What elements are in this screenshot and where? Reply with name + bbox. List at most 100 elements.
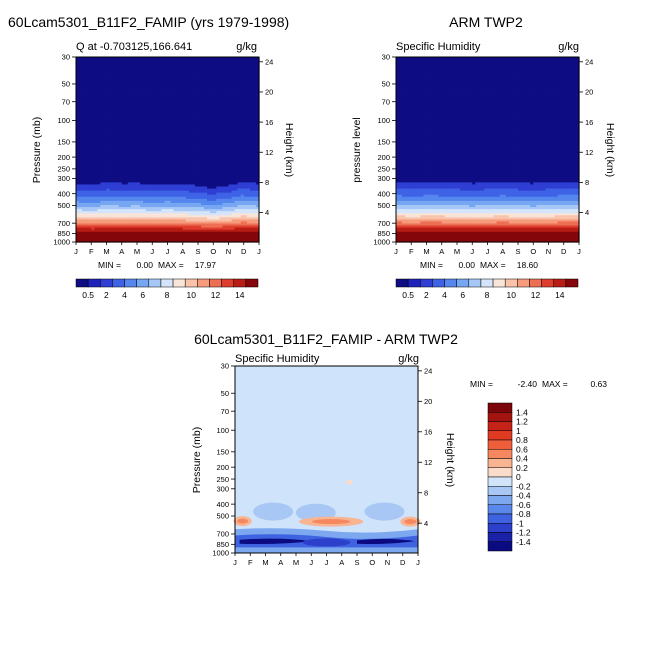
field-cell <box>188 159 193 163</box>
field-cell <box>234 161 239 165</box>
field-cell <box>149 170 153 173</box>
field-cell <box>109 168 114 171</box>
field-cell <box>140 174 144 177</box>
field-cell <box>213 106 217 109</box>
field-cell <box>85 71 89 75</box>
field-cell <box>118 213 123 216</box>
field-cell <box>191 98 196 101</box>
field-cell <box>124 178 129 181</box>
field-cell <box>213 237 217 241</box>
field-cell <box>106 186 111 190</box>
field-cell <box>143 174 147 177</box>
field-cell <box>149 120 153 124</box>
field-cell <box>121 161 126 165</box>
field-cell <box>140 116 144 120</box>
field-cell <box>240 81 245 85</box>
field-cell <box>106 131 111 134</box>
field-cell <box>109 178 114 181</box>
field-cell <box>231 223 236 227</box>
field-cell <box>76 145 80 149</box>
field-cell <box>88 200 92 204</box>
field-cell <box>225 239 230 243</box>
field-cell <box>191 205 196 208</box>
field-cell <box>179 163 184 167</box>
field-cell <box>82 223 86 227</box>
field-cell <box>79 239 83 243</box>
field-cell <box>167 75 172 79</box>
field-cell <box>91 213 95 216</box>
field-cell <box>76 217 80 220</box>
field-cell <box>204 198 208 202</box>
field-cell <box>76 91 80 95</box>
field-cell <box>234 207 239 210</box>
field-cell <box>91 120 95 124</box>
field-cell <box>213 96 217 99</box>
field-cell <box>164 231 169 235</box>
field-cell <box>167 168 172 171</box>
field-cell <box>188 225 193 229</box>
field-cell <box>240 157 245 161</box>
field-cell <box>82 235 86 239</box>
field-cell <box>112 200 117 204</box>
field-cell <box>164 159 169 163</box>
field-cell <box>216 219 220 223</box>
field-cell <box>103 239 108 243</box>
field-cell <box>106 231 111 235</box>
field-cell <box>182 141 187 144</box>
field-cell <box>109 190 114 194</box>
field-cell <box>179 63 184 66</box>
field-cell <box>88 104 92 107</box>
field-cell <box>94 233 98 237</box>
field-cell <box>158 122 162 126</box>
field-cell <box>140 217 144 220</box>
field-cell <box>173 106 178 109</box>
field-cell <box>228 81 233 85</box>
field-cell <box>85 161 89 165</box>
field-cell <box>100 59 105 62</box>
field-cell <box>158 227 162 231</box>
field-cell <box>222 75 227 79</box>
field-cell <box>152 143 156 146</box>
field-cell <box>109 205 114 208</box>
field-cell <box>118 237 123 241</box>
field-cell <box>109 196 114 200</box>
field-cell <box>231 89 236 93</box>
field-cell <box>216 186 220 190</box>
field-cell <box>176 198 181 202</box>
field-cell <box>210 73 214 77</box>
field-cell <box>130 202 135 206</box>
field-cell <box>188 75 193 79</box>
field-cell <box>76 211 80 214</box>
field-cell <box>198 106 202 109</box>
field-cell <box>240 145 245 149</box>
field-cell <box>228 161 233 165</box>
field-cell <box>179 122 184 126</box>
field-cell <box>182 235 187 239</box>
field-cell <box>185 205 190 208</box>
field-cell <box>146 200 150 204</box>
field-cell <box>115 172 120 175</box>
field-cell <box>222 213 227 216</box>
field-cell <box>204 233 208 237</box>
field-cell <box>182 59 187 62</box>
field-cell <box>167 205 172 208</box>
field-cell <box>146 172 150 175</box>
field-cell <box>207 225 211 229</box>
field-cell <box>228 198 233 202</box>
field-cell <box>124 202 129 206</box>
field-cell <box>240 149 245 153</box>
field-cell <box>158 75 162 79</box>
field-cell <box>170 165 175 169</box>
field-cell <box>127 89 132 93</box>
field-cell <box>115 139 120 142</box>
field-cell <box>170 100 175 103</box>
field-cell <box>115 67 120 70</box>
field-cell <box>106 65 111 68</box>
field-cell <box>191 239 196 243</box>
field-cell <box>146 118 150 122</box>
field-cell <box>91 159 95 163</box>
field-cell <box>82 213 86 216</box>
field-cell <box>82 182 86 186</box>
field-cell <box>82 71 86 75</box>
field-cell <box>210 145 214 149</box>
